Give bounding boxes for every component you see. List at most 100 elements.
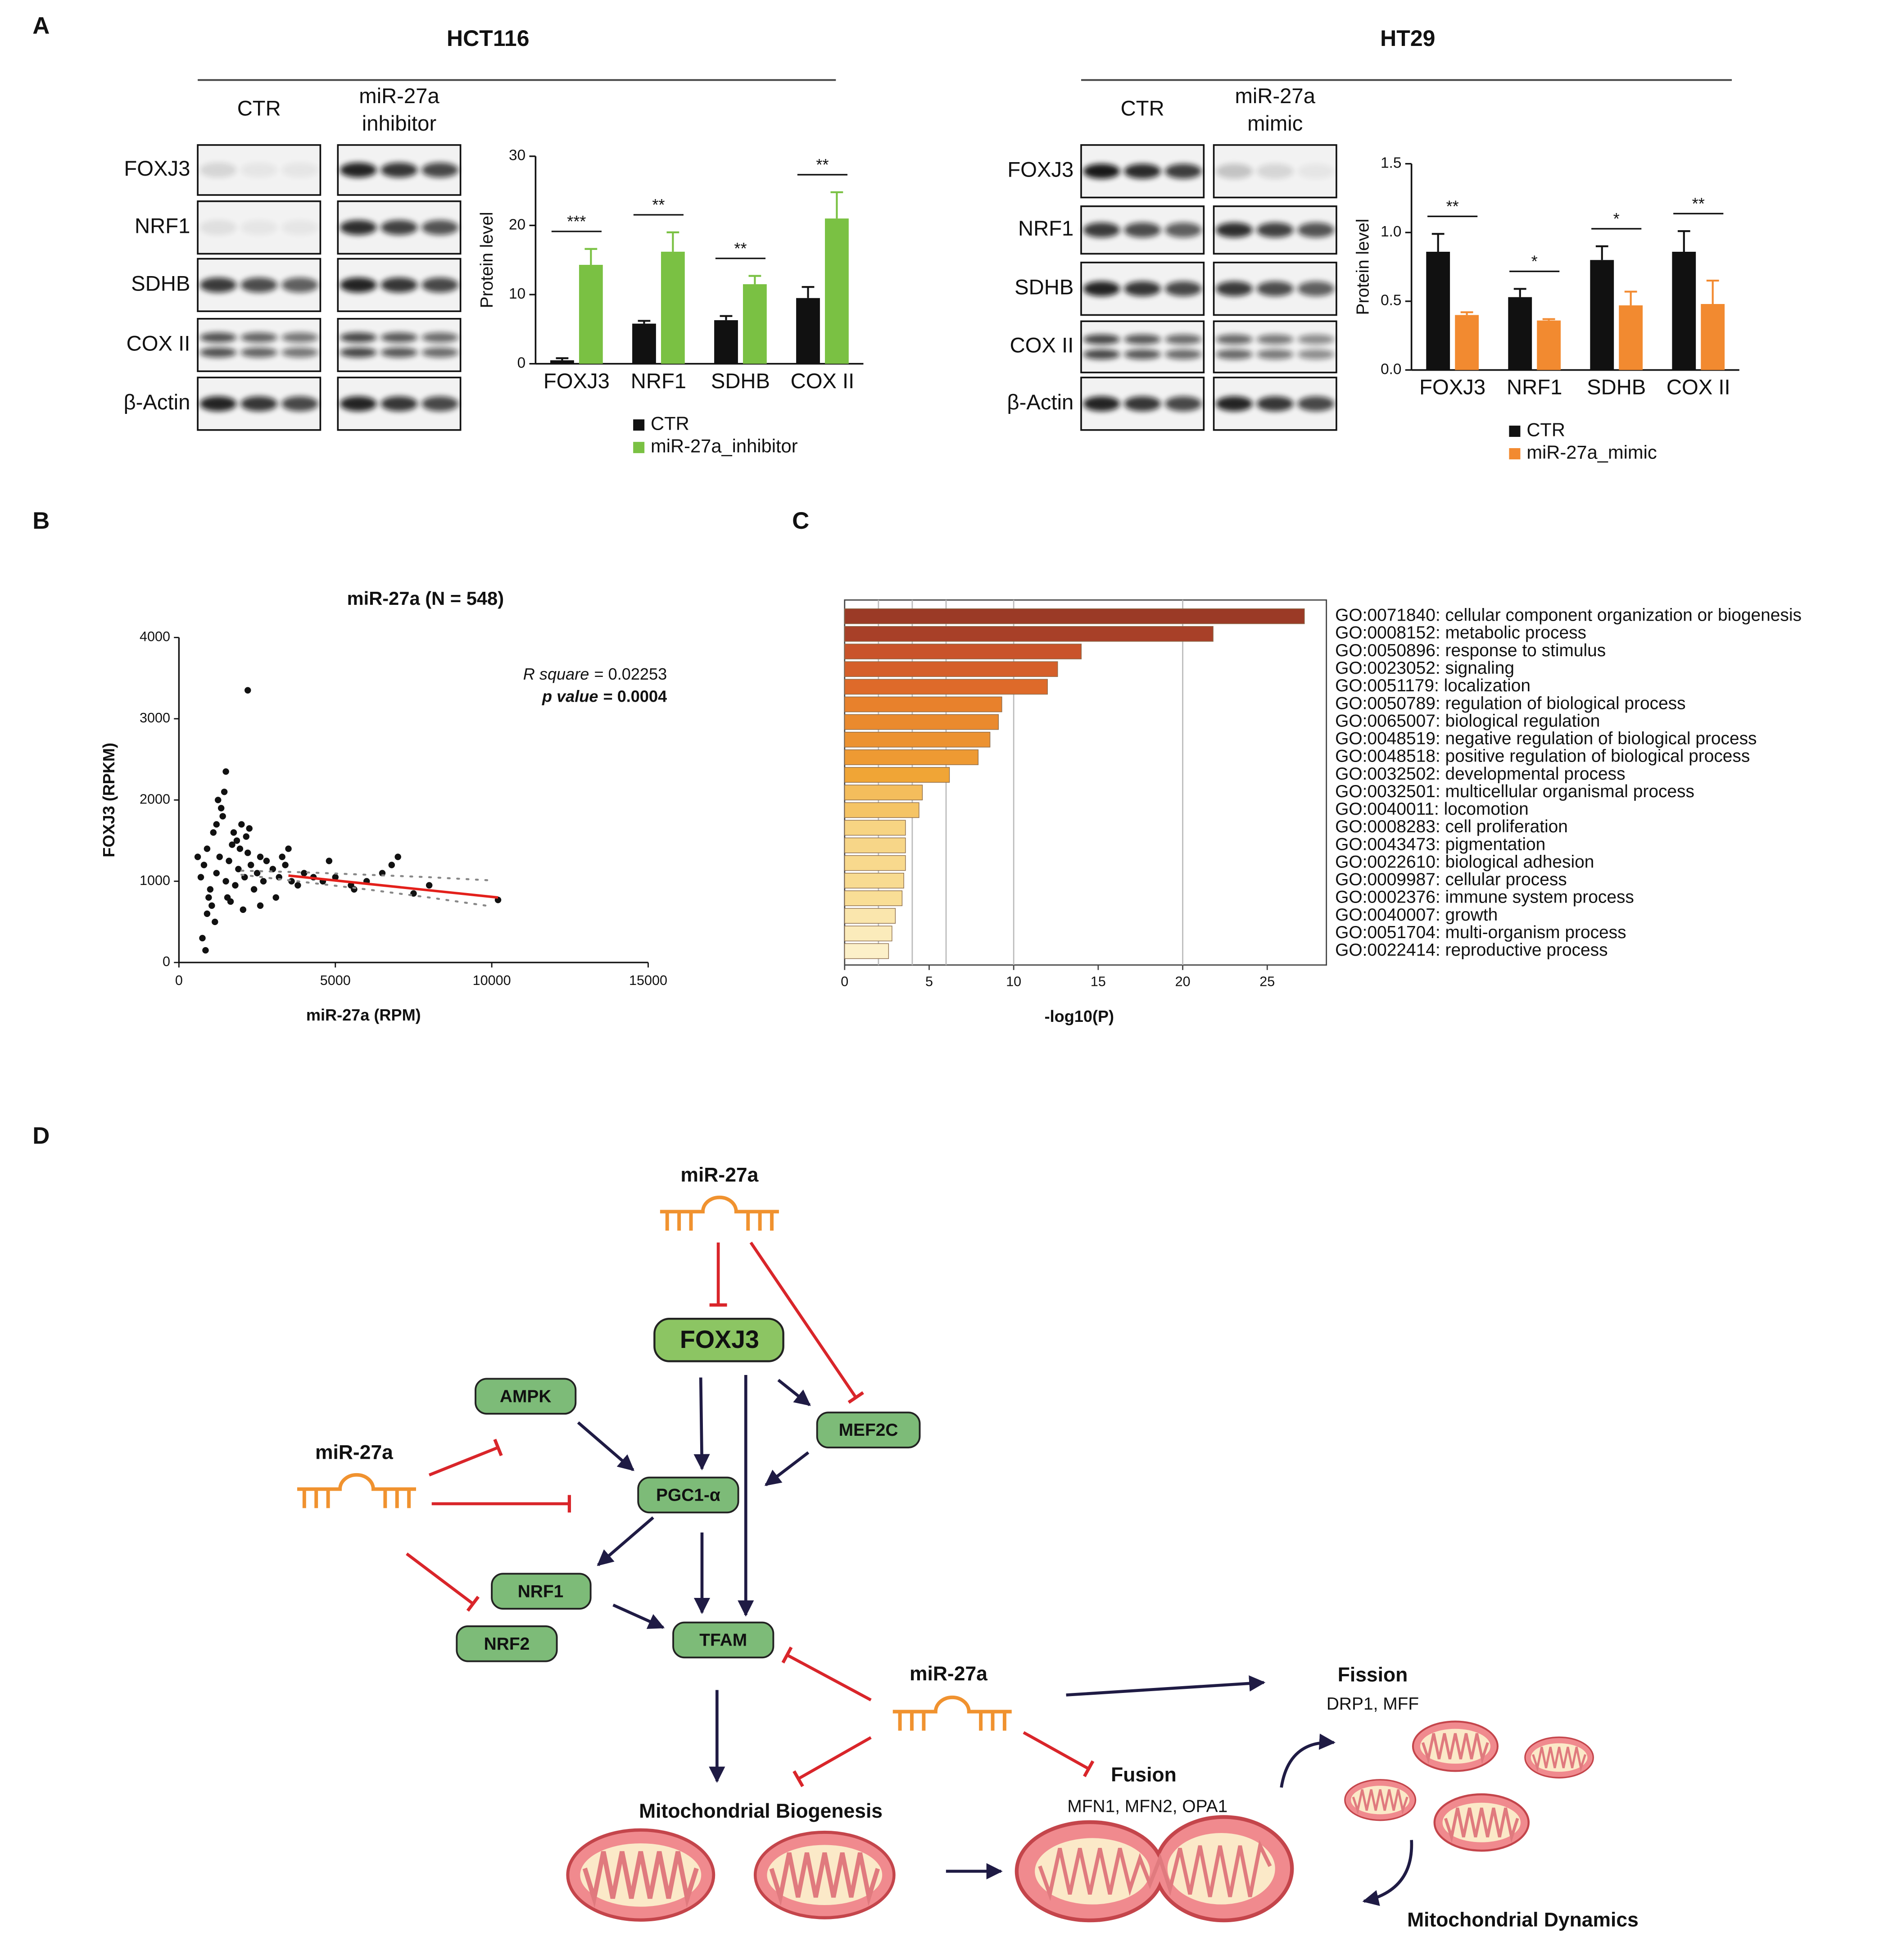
blot-band [240, 220, 278, 235]
blot-band [1297, 163, 1335, 179]
x-axis-label: -log10(P) [1045, 1007, 1114, 1025]
point [247, 862, 254, 868]
significance-label: ** [816, 155, 829, 174]
node-label: NRF2 [484, 1634, 530, 1654]
bar [844, 608, 1305, 624]
arrow [764, 1451, 810, 1486]
category-label: GO:0050789: regulation of biological pro… [1335, 694, 1685, 713]
x-tick-label: NRF1 [1507, 376, 1562, 399]
x-tick-label: 5 [925, 974, 933, 989]
node-label: DRP1, MFF [1327, 1694, 1419, 1714]
error-bar [638, 320, 651, 324]
blot-band [1216, 222, 1253, 238]
x-tick-label: FOXJ3 [1419, 376, 1485, 399]
category-label: GO:0048519: negative regulation of biolo… [1335, 729, 1757, 749]
node-label: Mitochondrial Biogenesis [639, 1800, 883, 1822]
inhibition [781, 1646, 872, 1701]
blot-band [240, 347, 278, 358]
blot-band [340, 220, 377, 235]
x-tick-label: NRF1 [631, 369, 686, 393]
point [219, 813, 226, 820]
significance-label: * [1613, 209, 1620, 228]
significance-label: *** [567, 212, 586, 231]
point [263, 858, 270, 864]
error-bar [720, 315, 733, 320]
category-label: GO:0032501: multicellular organismal pro… [1335, 782, 1694, 801]
point [194, 853, 201, 860]
point [257, 853, 264, 860]
bar [1508, 297, 1532, 370]
category-label: GO:0040007: growth [1335, 905, 1498, 925]
point [285, 845, 292, 852]
annotation-label: p value [542, 687, 598, 705]
blot-band [1165, 163, 1202, 179]
y-tick-label: 0 [517, 354, 526, 371]
x-tick-label: SDHB [711, 369, 770, 393]
category-label: GO:0002376: immune system process [1335, 888, 1634, 907]
error-bar [1513, 288, 1526, 297]
blot-band [199, 162, 237, 178]
y-tick-label: 30 [509, 147, 525, 164]
blot-band [1165, 222, 1202, 238]
node-box [491, 1573, 592, 1610]
node-label: Fission [1338, 1664, 1408, 1686]
panel-label: A [32, 13, 50, 39]
node-label: miR-27a [680, 1164, 758, 1186]
point [213, 870, 220, 876]
point [294, 882, 301, 889]
point [245, 849, 251, 856]
x-tick-label: COX II [791, 369, 855, 393]
bar [844, 890, 903, 906]
blot-band [281, 332, 318, 343]
x-tick-label: 10000 [473, 973, 511, 988]
node-box [653, 1317, 784, 1362]
node-label: MFN1, MFN2, OPA1 [1067, 1797, 1227, 1816]
blot-band [421, 332, 459, 343]
point [204, 845, 211, 852]
bar [844, 820, 906, 836]
pathway-diagram: miR-27a FOXJ3 AMPK MEF2C PGC1-α NRF1 NRF… [297, 1164, 1639, 1931]
blot-band [421, 220, 459, 235]
point [200, 862, 208, 868]
bar [1672, 251, 1696, 370]
blot-frame [1080, 320, 1205, 373]
bar [1426, 251, 1450, 370]
point [197, 874, 204, 880]
point [238, 821, 245, 828]
mitochondrion [1345, 1780, 1416, 1820]
point [222, 878, 229, 885]
error-bar [584, 248, 598, 265]
protein-label: NRF1 [1018, 217, 1073, 240]
blot-band [1165, 281, 1202, 296]
fit-line [288, 874, 498, 899]
protein-label: FOXJ3 [124, 157, 190, 181]
point [216, 853, 223, 860]
annotation: p value = 0.0004 [542, 687, 667, 705]
bar [844, 661, 1058, 677]
bar [844, 626, 1214, 642]
point [240, 906, 247, 913]
point [204, 910, 211, 917]
blot-band [1165, 334, 1202, 345]
significance-label: ** [652, 195, 665, 214]
protein-label: SDHB [131, 272, 190, 295]
cell-line-title: HCT116 [447, 26, 529, 51]
blot-band [1297, 396, 1335, 412]
node-label: PGC1-α [656, 1486, 720, 1505]
blot-band [1124, 334, 1161, 345]
point [226, 858, 232, 864]
inhibition-arrows [406, 1241, 1095, 1788]
blot-band [240, 162, 278, 178]
blot-band [1256, 281, 1294, 296]
inhibition [1023, 1731, 1095, 1778]
point [230, 829, 237, 836]
point [208, 902, 215, 909]
blot-band [281, 220, 318, 235]
category-label: GO:0023052: signaling [1335, 658, 1514, 678]
point [257, 902, 264, 909]
condition-label: inhibitor [362, 112, 436, 136]
blot-band [340, 396, 377, 412]
point [394, 853, 401, 860]
mirna-hairpin [660, 1198, 779, 1231]
point [282, 862, 289, 868]
